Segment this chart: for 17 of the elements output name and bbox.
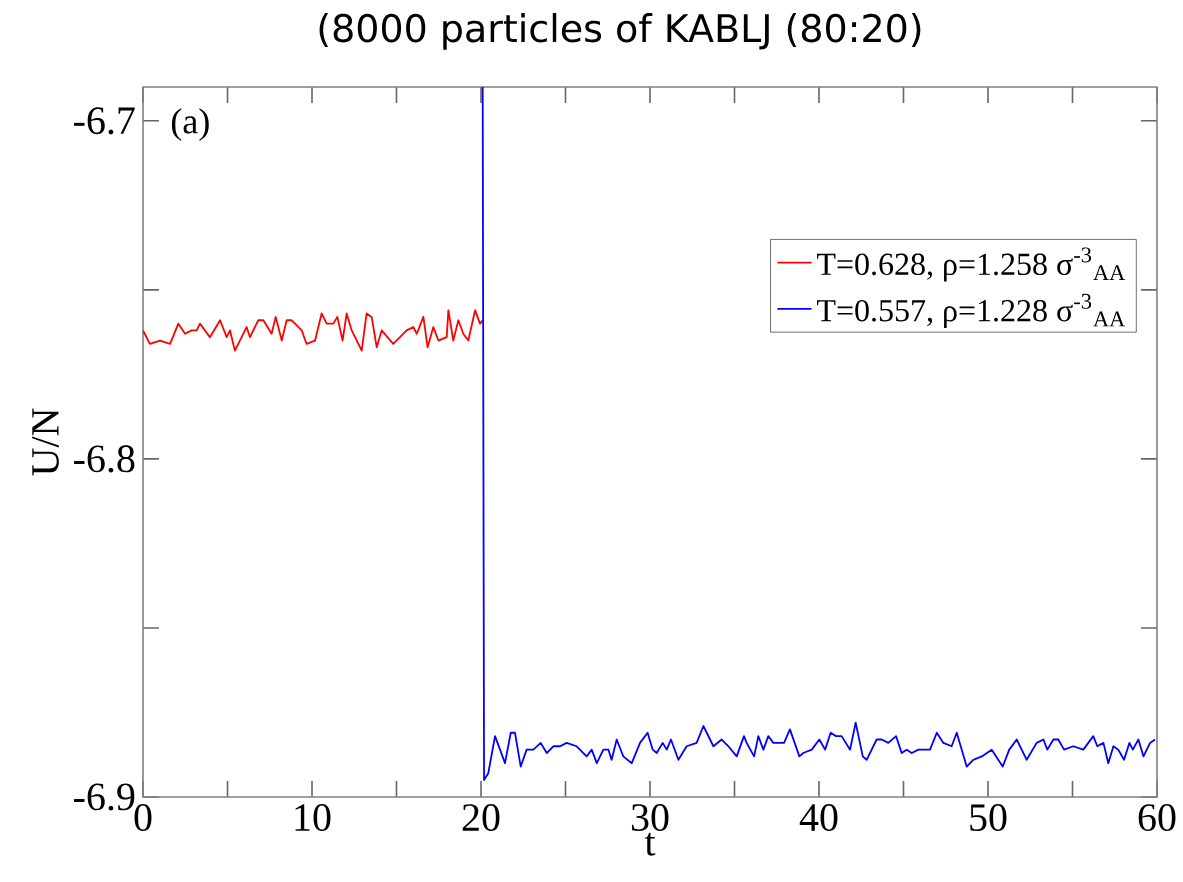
legend-label: T=0.557, ρ=1.228 σ$^{-3}$AA — [817, 293, 1126, 328]
annotation: (a) — [171, 108, 209, 141]
x-tick-label: 50 — [970, 804, 1007, 832]
x-tick-label: 0 — [134, 804, 152, 832]
x-axis-title: t — [644, 832, 656, 856]
y-axis-title: U/N — [32, 408, 59, 476]
legend-label: T=0.628, ρ=1.258 σ$^{-3}$AA — [817, 247, 1126, 282]
y-tick-label: -6.8 — [74, 445, 135, 473]
y-tick-label: -6.7 — [74, 107, 135, 135]
line-series — [143, 309, 484, 352]
chart-title: (8000 particles of KABLJ (80:20) — [319, 13, 921, 50]
x-tick-label: 30 — [631, 804, 669, 832]
x-tick-label: 10 — [295, 804, 331, 832]
x-tick-label: 60 — [1138, 804, 1176, 832]
x-tick-label: 40 — [799, 804, 838, 832]
y-tick-label: -6.9 — [74, 783, 135, 811]
x-tick-label: 20 — [462, 804, 500, 832]
